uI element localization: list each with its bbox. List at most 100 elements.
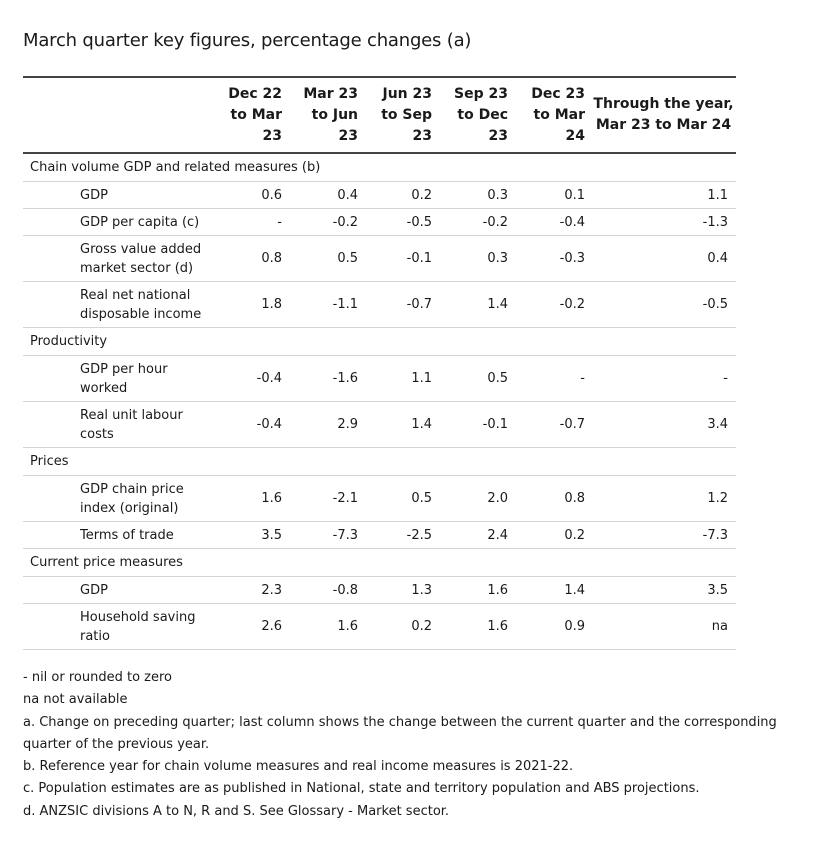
value-cell: 2.0 bbox=[487, 491, 508, 506]
footnote: b. Reference year for chain volume measu… bbox=[23, 759, 574, 775]
column-header: Dec 22 to Mar 23 bbox=[228, 85, 282, 144]
row-label: Gross value added market sector (d) bbox=[80, 241, 202, 276]
table-row: GDP per hour worked -0.4 -1.6 1.1 0.5 - - bbox=[23, 356, 736, 402]
section-row: Current price measures bbox=[23, 549, 736, 577]
section-row: Productivity bbox=[23, 328, 736, 356]
value-cell: 1.6 bbox=[261, 491, 282, 506]
column-header-through-year: Through the year, Mar 23 to Mar 24 bbox=[593, 96, 734, 133]
value-cell: -2.1 bbox=[332, 491, 358, 506]
value-cell: -2.5 bbox=[406, 527, 432, 543]
value-cell: 1.4 bbox=[487, 297, 508, 312]
value-cell: na bbox=[711, 619, 728, 634]
row-label: Real unit labour costs bbox=[80, 407, 183, 442]
value-cell: 0.5 bbox=[411, 491, 432, 506]
value-cell: 0.3 bbox=[487, 187, 508, 203]
table-row: Household saving ratio 2.6 1.6 0.2 1.6 0.9 na bbox=[23, 604, 736, 650]
row-label: GDP per hour worked bbox=[80, 361, 168, 396]
header-row: Dec 22 to Mar 23 Mar 23 to Jun 23 Jun 23 to S… bbox=[23, 77, 736, 153]
value-cell: 3.4 bbox=[707, 417, 728, 432]
value-cell: -0.4 bbox=[559, 214, 585, 230]
value-cell: -0.2 bbox=[482, 214, 508, 230]
value-cell: -0.8 bbox=[332, 582, 358, 598]
value-cell: -7.3 bbox=[702, 527, 728, 543]
value-cell: 2.6 bbox=[261, 619, 282, 634]
row-label: GDP chain price index (original) bbox=[80, 481, 184, 516]
table-row: GDP 2.3 -0.8 1.3 1.6 1.4 3.5 bbox=[23, 577, 736, 604]
footnote: - nil or rounded to zero bbox=[23, 670, 172, 685]
value-cell: -0.3 bbox=[559, 251, 585, 266]
value-cell: 0.9 bbox=[564, 619, 585, 634]
section-title: Current price measures bbox=[30, 555, 183, 570]
page-title: March quarter key figures, percentage ch… bbox=[23, 30, 472, 51]
value-cell: 0.3 bbox=[487, 251, 508, 266]
value-cell: -7.3 bbox=[332, 527, 358, 543]
value-cell: 1.4 bbox=[411, 417, 432, 432]
value-cell: 1.3 bbox=[411, 582, 432, 598]
row-label: GDP bbox=[80, 187, 108, 203]
table-row: GDP per capita (c) - -0.2 -0.5 -0.2 -0.4 -1.3 bbox=[23, 209, 736, 236]
value-cell: 1.6 bbox=[487, 582, 508, 598]
section-row: Chain volume GDP and related measures (b… bbox=[23, 153, 736, 182]
row-label: Household saving ratio bbox=[80, 609, 196, 644]
header-label-cell bbox=[23, 77, 220, 153]
value-cell: -1.1 bbox=[332, 297, 358, 312]
value-cell: 1.4 bbox=[564, 582, 585, 598]
value-cell: 0.5 bbox=[337, 251, 358, 266]
value-cell: 2.3 bbox=[261, 582, 282, 598]
column-header: Jun 23 to Sep 23 bbox=[381, 85, 432, 144]
section-title: Prices bbox=[30, 454, 69, 469]
table-row: Real unit labour costs -0.4 2.9 1.4 -0.1 -0.7 3… bbox=[23, 402, 736, 448]
row-label: GDP per capita (c) bbox=[80, 214, 200, 230]
value-cell: -1.3 bbox=[702, 214, 728, 230]
value-cell: -0.2 bbox=[332, 214, 358, 230]
value-cell: 1.6 bbox=[337, 619, 358, 634]
value-cell: 1.1 bbox=[707, 187, 728, 203]
table-row: Real net national disposable income 1.8 -1.… bbox=[23, 282, 736, 328]
section-title: Productivity bbox=[30, 334, 108, 349]
value-cell: 1.1 bbox=[411, 371, 432, 386]
value-cell: 3.5 bbox=[707, 582, 728, 598]
section-title: Chain volume GDP and related measures (b… bbox=[30, 160, 321, 175]
value-cell: 0.8 bbox=[564, 491, 585, 506]
row-label: Real net national disposable income bbox=[80, 287, 202, 322]
value-cell: 1.6 bbox=[487, 619, 508, 634]
value-cell: -0.5 bbox=[406, 214, 432, 230]
table-row: GDP 0.6 0.4 0.2 0.3 0.1 1.1 bbox=[23, 182, 736, 209]
section-row: Prices bbox=[23, 448, 736, 476]
table-row: Terms of trade 3.5 -7.3 -2.5 2.4 0.2 -7.3 bbox=[23, 522, 736, 549]
value-cell: 0.2 bbox=[564, 527, 585, 543]
value-cell: - bbox=[580, 371, 585, 386]
value-cell: 0.2 bbox=[411, 187, 432, 203]
table-body: Chain volume GDP and related measures (b… bbox=[23, 153, 736, 650]
value-cell: -1.6 bbox=[332, 371, 358, 386]
value-cell: -0.7 bbox=[406, 297, 432, 312]
footnote: na not available bbox=[23, 692, 128, 708]
key-figures-table: Dec 22 to Mar 23 Mar 23 to Jun 23 Jun 23 to S… bbox=[23, 76, 736, 650]
value-cell: 2.9 bbox=[337, 417, 358, 432]
value-cell: 0.6 bbox=[261, 187, 282, 203]
value-cell: -0.1 bbox=[406, 251, 432, 266]
row-label: Terms of trade bbox=[80, 527, 174, 543]
footnote: c. Population estimates are as published… bbox=[23, 781, 700, 797]
value-cell: 0.8 bbox=[261, 251, 282, 266]
column-header: Dec 23 to Mar 24 bbox=[531, 85, 585, 144]
column-header: Mar 23 to Jun 23 bbox=[303, 85, 358, 144]
value-cell: 0.5 bbox=[487, 371, 508, 386]
value-cell: 1.2 bbox=[707, 491, 728, 506]
table-row: GDP chain price index (original) 1.6 -2.1 0.… bbox=[23, 476, 736, 522]
value-cell: 3.5 bbox=[261, 527, 282, 543]
value-cell: - bbox=[277, 214, 282, 230]
value-cell: 0.2 bbox=[411, 619, 432, 634]
value-cell: 0.1 bbox=[564, 187, 585, 203]
footnote: d. ANZSIC divisions A to N, R and S. See… bbox=[23, 803, 450, 819]
value-cell: 0.4 bbox=[337, 187, 358, 203]
value-cell: 0.4 bbox=[707, 251, 728, 266]
value-cell: - bbox=[723, 371, 728, 386]
value-cell: 1.8 bbox=[261, 297, 282, 312]
value-cell: -0.5 bbox=[702, 297, 728, 312]
column-header: Sep 23 to Dec 23 bbox=[454, 85, 508, 144]
value-cell: -0.4 bbox=[256, 417, 282, 432]
row-label: GDP bbox=[80, 582, 108, 598]
table-row: Gross value added market sector (d) 0.8 0.5… bbox=[23, 236, 736, 282]
value-cell: -0.7 bbox=[559, 417, 585, 432]
